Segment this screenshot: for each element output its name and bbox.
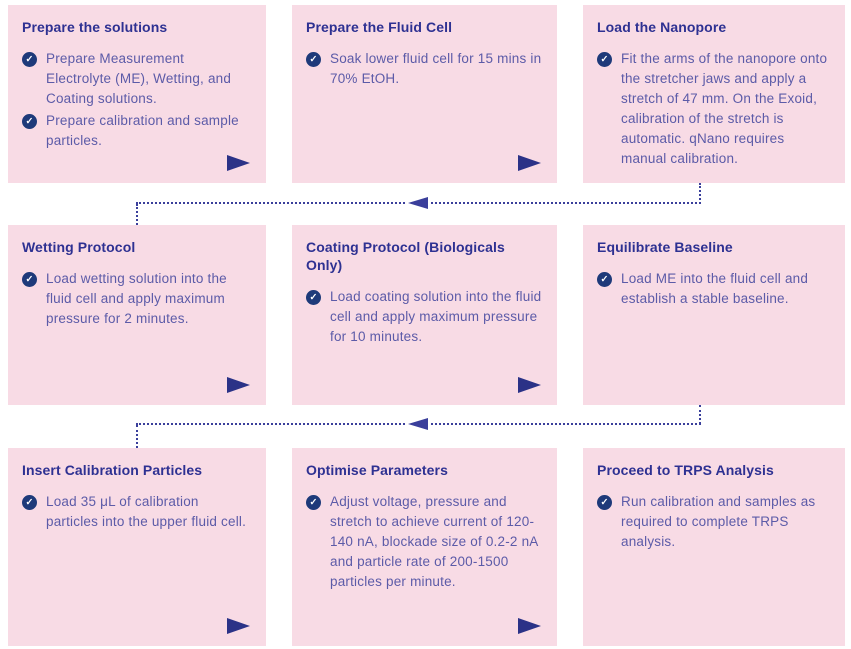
play-arrow-icon xyxy=(518,377,541,393)
checklist-item: ✓ Load 35 μL of calibration particles in… xyxy=(22,492,252,532)
card-title: Prepare the solutions xyxy=(22,19,168,35)
checklist-item-text: Load 35 μL of calibration particles into… xyxy=(46,494,247,529)
checklist-item: ✓ Load coating solution into the fluid c… xyxy=(306,287,543,347)
step-card-proceed-trps-analysis: Proceed to TRPS Analysis ✓ Run calibrati… xyxy=(583,448,845,646)
step-card-optimise-parameters: Optimise Parameters ✓ Adjust voltage, pr… xyxy=(292,448,557,646)
card-title: Load the Nanopore xyxy=(597,19,727,35)
checklist-item-text: Adjust voltage, pressure and stretch to … xyxy=(330,494,538,589)
checklist-item-text: Load coating solution into the fluid cel… xyxy=(330,289,542,344)
card-title: Equilibrate Baseline xyxy=(597,239,733,255)
play-arrow-icon xyxy=(227,618,250,634)
check-icon: ✓ xyxy=(597,272,612,287)
play-arrow-icon xyxy=(227,377,250,393)
card-title: Insert Calibration Particles xyxy=(22,462,203,478)
checklist-item: ✓ Prepare Measurement Electrolyte (ME), … xyxy=(22,49,252,109)
checklist-item-text: Soak lower fluid cell for 15 mins in 70%… xyxy=(330,51,542,86)
checklist: ✓ Prepare Measurement Electrolyte (ME), … xyxy=(22,49,252,151)
checklist: ✓ Run calibration and samples as require… xyxy=(597,492,831,552)
check-icon: ✓ xyxy=(306,52,321,67)
step-card-coating-protocol: Coating Protocol (Biologicals Only) ✓ Lo… xyxy=(292,225,557,405)
checklist-item: ✓ Fit the arms of the nanopore onto the … xyxy=(597,49,831,169)
step-card-prepare-fluid-cell: Prepare the Fluid Cell ✓ Soak lower flui… xyxy=(292,5,557,183)
connector-arrow-left-icon xyxy=(406,195,430,211)
check-icon: ✓ xyxy=(306,495,321,510)
checklist: ✓ Soak lower fluid cell for 15 mins in 7… xyxy=(306,49,543,89)
play-arrow-icon xyxy=(518,155,541,171)
play-arrow-icon xyxy=(227,155,250,171)
checklist-item: ✓ Run calibration and samples as require… xyxy=(597,492,831,552)
card-title: Proceed to TRPS Analysis xyxy=(597,462,774,478)
card-title: Prepare the Fluid Cell xyxy=(306,19,453,35)
card-title: Optimise Parameters xyxy=(306,462,448,478)
checklist-item-text: Load wetting solution into the fluid cel… xyxy=(46,271,227,326)
check-icon: ✓ xyxy=(22,495,37,510)
checklist-item: ✓ Prepare calibration and sample particl… xyxy=(22,111,252,151)
checklist: ✓ Load 35 μL of calibration particles in… xyxy=(22,492,252,532)
checklist: ✓ Load coating solution into the fluid c… xyxy=(306,287,543,347)
step-card-insert-calibration-particles: Insert Calibration Particles ✓ Load 35 μ… xyxy=(8,448,266,646)
checklist: ✓ Load ME into the fluid cell and establ… xyxy=(597,269,831,309)
checklist-item-text: Fit the arms of the nanopore onto the st… xyxy=(621,51,828,166)
check-icon: ✓ xyxy=(22,52,37,67)
checklist: ✓ Fit the arms of the nanopore onto the … xyxy=(597,49,831,169)
checklist-item-text: Load ME into the fluid cell and establis… xyxy=(621,271,809,306)
checklist-item: ✓ Adjust voltage, pressure and stretch t… xyxy=(306,492,543,592)
check-icon: ✓ xyxy=(22,272,37,287)
card-title: Wetting Protocol xyxy=(22,239,136,255)
checklist: ✓ Adjust voltage, pressure and stretch t… xyxy=(306,492,543,592)
checklist-item: ✓ Load wetting solution into the fluid c… xyxy=(22,269,252,329)
check-icon: ✓ xyxy=(22,114,37,129)
connector-arrow-left-icon xyxy=(406,416,430,432)
checklist-item-text: Run calibration and samples as required … xyxy=(621,494,816,549)
check-icon: ✓ xyxy=(597,495,612,510)
step-card-prepare-solutions: Prepare the solutions ✓ Prepare Measurem… xyxy=(8,5,266,183)
card-title: Coating Protocol (Biologicals Only) xyxy=(306,239,505,273)
connector-line-vertical xyxy=(136,425,138,448)
play-arrow-icon xyxy=(518,618,541,634)
checklist-item-text: Prepare calibration and sample particles… xyxy=(46,113,239,148)
connector-line-vertical xyxy=(136,204,138,225)
checklist-item-text: Prepare Measurement Electrolyte (ME), We… xyxy=(46,51,232,106)
connector-line-vertical xyxy=(699,405,701,424)
check-icon: ✓ xyxy=(306,290,321,305)
step-card-wetting-protocol: Wetting Protocol ✓ Load wetting solution… xyxy=(8,225,266,405)
step-card-load-nanopore: Load the Nanopore ✓ Fit the arms of the … xyxy=(583,5,845,183)
checklist-item: ✓ Soak lower fluid cell for 15 mins in 7… xyxy=(306,49,543,89)
connector-line-vertical xyxy=(699,183,701,204)
checklist: ✓ Load wetting solution into the fluid c… xyxy=(22,269,252,329)
step-card-equilibrate-baseline: Equilibrate Baseline ✓ Load ME into the … xyxy=(583,225,845,405)
check-icon: ✓ xyxy=(597,52,612,67)
checklist-item: ✓ Load ME into the fluid cell and establ… xyxy=(597,269,831,309)
